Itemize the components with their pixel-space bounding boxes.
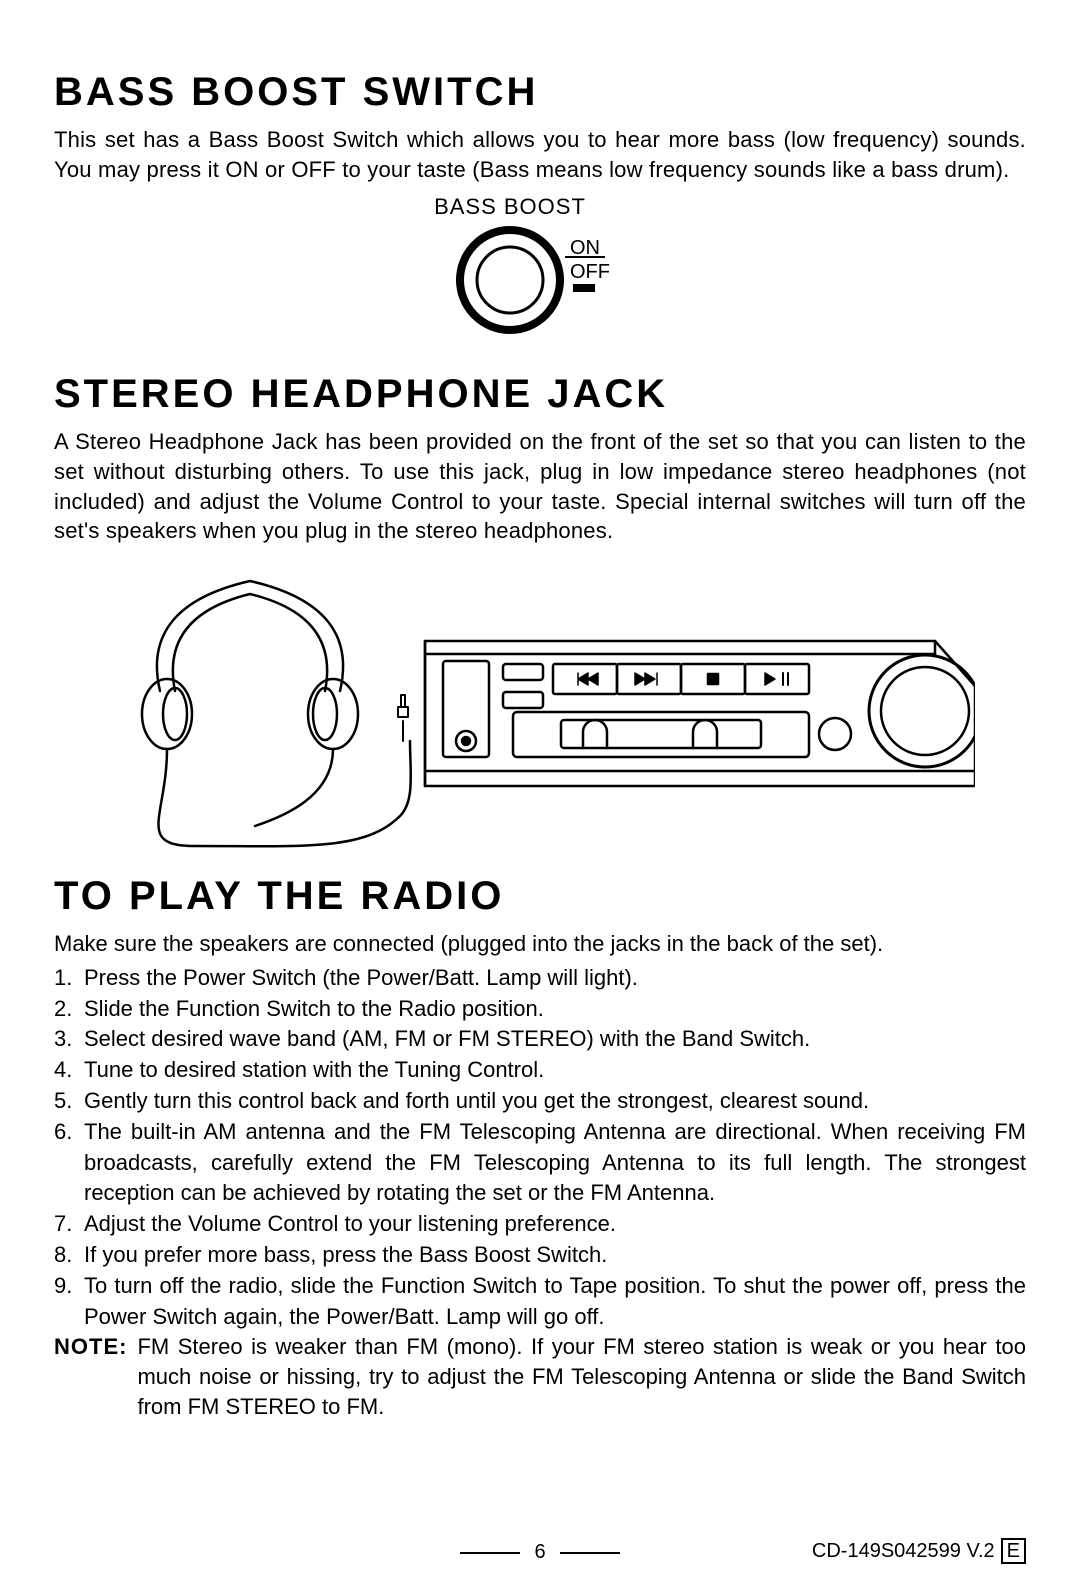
footer-rule-right [560, 1552, 620, 1554]
knob-small [819, 718, 851, 750]
rewind-icon [578, 673, 598, 685]
cassette-hub-right [693, 720, 717, 748]
button-top [503, 664, 543, 680]
radio-step: Select desired wave band (AM, FM or FM S… [54, 1024, 1026, 1055]
doc-id: CD-149S042599 V.2 E [812, 1538, 1026, 1564]
dial-outer-ring [460, 230, 560, 330]
volume-knob-outer [869, 655, 975, 767]
manual-page: BASS BOOST SWITCH This set has a Bass Bo… [0, 0, 1080, 1574]
headphone-jack-hole [462, 737, 470, 745]
radio-step: Press the Power Switch (the Power/Batt. … [54, 963, 1026, 994]
cable-branch [255, 749, 333, 826]
volume-knob-inner [881, 667, 969, 755]
radio-step: Tune to desired station with the Tuning … [54, 1055, 1026, 1086]
paragraph-bass-boost: This set has a Bass Boost Switch which a… [54, 125, 1026, 184]
page-footer: 6 CD-149S042599 V.2 E [54, 1541, 1026, 1564]
button-bottom [503, 692, 543, 708]
transport-play-pause [745, 664, 809, 694]
earcup-right [308, 679, 358, 749]
radio-step: If you prefer more bass, press the Bass … [54, 1240, 1026, 1271]
doc-id-box: E [1001, 1538, 1026, 1564]
label-on: ON [570, 237, 600, 259]
heading-play-radio: TO PLAY THE RADIO [54, 874, 1026, 919]
figure-bass-boost: BASS BOOST ON OFF [54, 192, 1026, 352]
headphone-deck-drawing [105, 556, 975, 856]
radio-steps-list: Press the Power Switch (the Power/Batt. … [54, 963, 1026, 1333]
radio-step: To turn off the radio, slide the Functio… [54, 1271, 1026, 1333]
pause-icon [783, 673, 788, 685]
radio-step: Slide the Function Switch to the Radio p… [54, 994, 1026, 1025]
plug [398, 695, 408, 741]
label-off: OFF [570, 261, 610, 283]
earcup-left [142, 679, 192, 749]
off-marker [573, 284, 595, 292]
bass-boost-label: BASS BOOST [434, 194, 586, 219]
radio-step: The built-in AM antenna and the FM Teles… [54, 1117, 1026, 1209]
note-label: NOTE: [54, 1332, 137, 1421]
figure-headphone-jack [54, 556, 1026, 856]
cassette-window [561, 720, 761, 748]
bass-boost-diagram: BASS BOOST ON OFF [410, 192, 670, 352]
radio-step: Adjust the Volume Control to your listen… [54, 1209, 1026, 1240]
radio-step: Gently turn this control back and forth … [54, 1086, 1026, 1117]
earpad-left [163, 688, 187, 740]
radio-intro: Make sure the speakers are connected (pl… [54, 929, 1026, 959]
doc-id-text: CD-149S042599 V.2 [812, 1540, 995, 1563]
heading-bass-boost: BASS BOOST SWITCH [54, 70, 1026, 115]
footer-rule-left [460, 1552, 520, 1554]
note-body: FM Stereo is weaker than FM (mono). If y… [137, 1332, 1026, 1421]
heading-headphone-jack: STEREO HEADPHONE JACK [54, 372, 1026, 417]
dial-inner-ring [477, 247, 543, 313]
headband-outer [157, 581, 343, 691]
headband-inner [173, 594, 327, 691]
cassette-hub-left [583, 720, 607, 748]
paragraph-headphone-jack: A Stereo Headphone Jack has been provide… [54, 427, 1026, 546]
cable [158, 741, 410, 846]
earpad-right [313, 688, 337, 740]
radio-note: NOTE: FM Stereo is weaker than FM (mono)… [54, 1332, 1026, 1421]
page-number: 6 [520, 1541, 559, 1564]
stop-icon [708, 674, 718, 684]
play-icon [765, 673, 775, 685]
ffwd-icon [635, 673, 657, 685]
